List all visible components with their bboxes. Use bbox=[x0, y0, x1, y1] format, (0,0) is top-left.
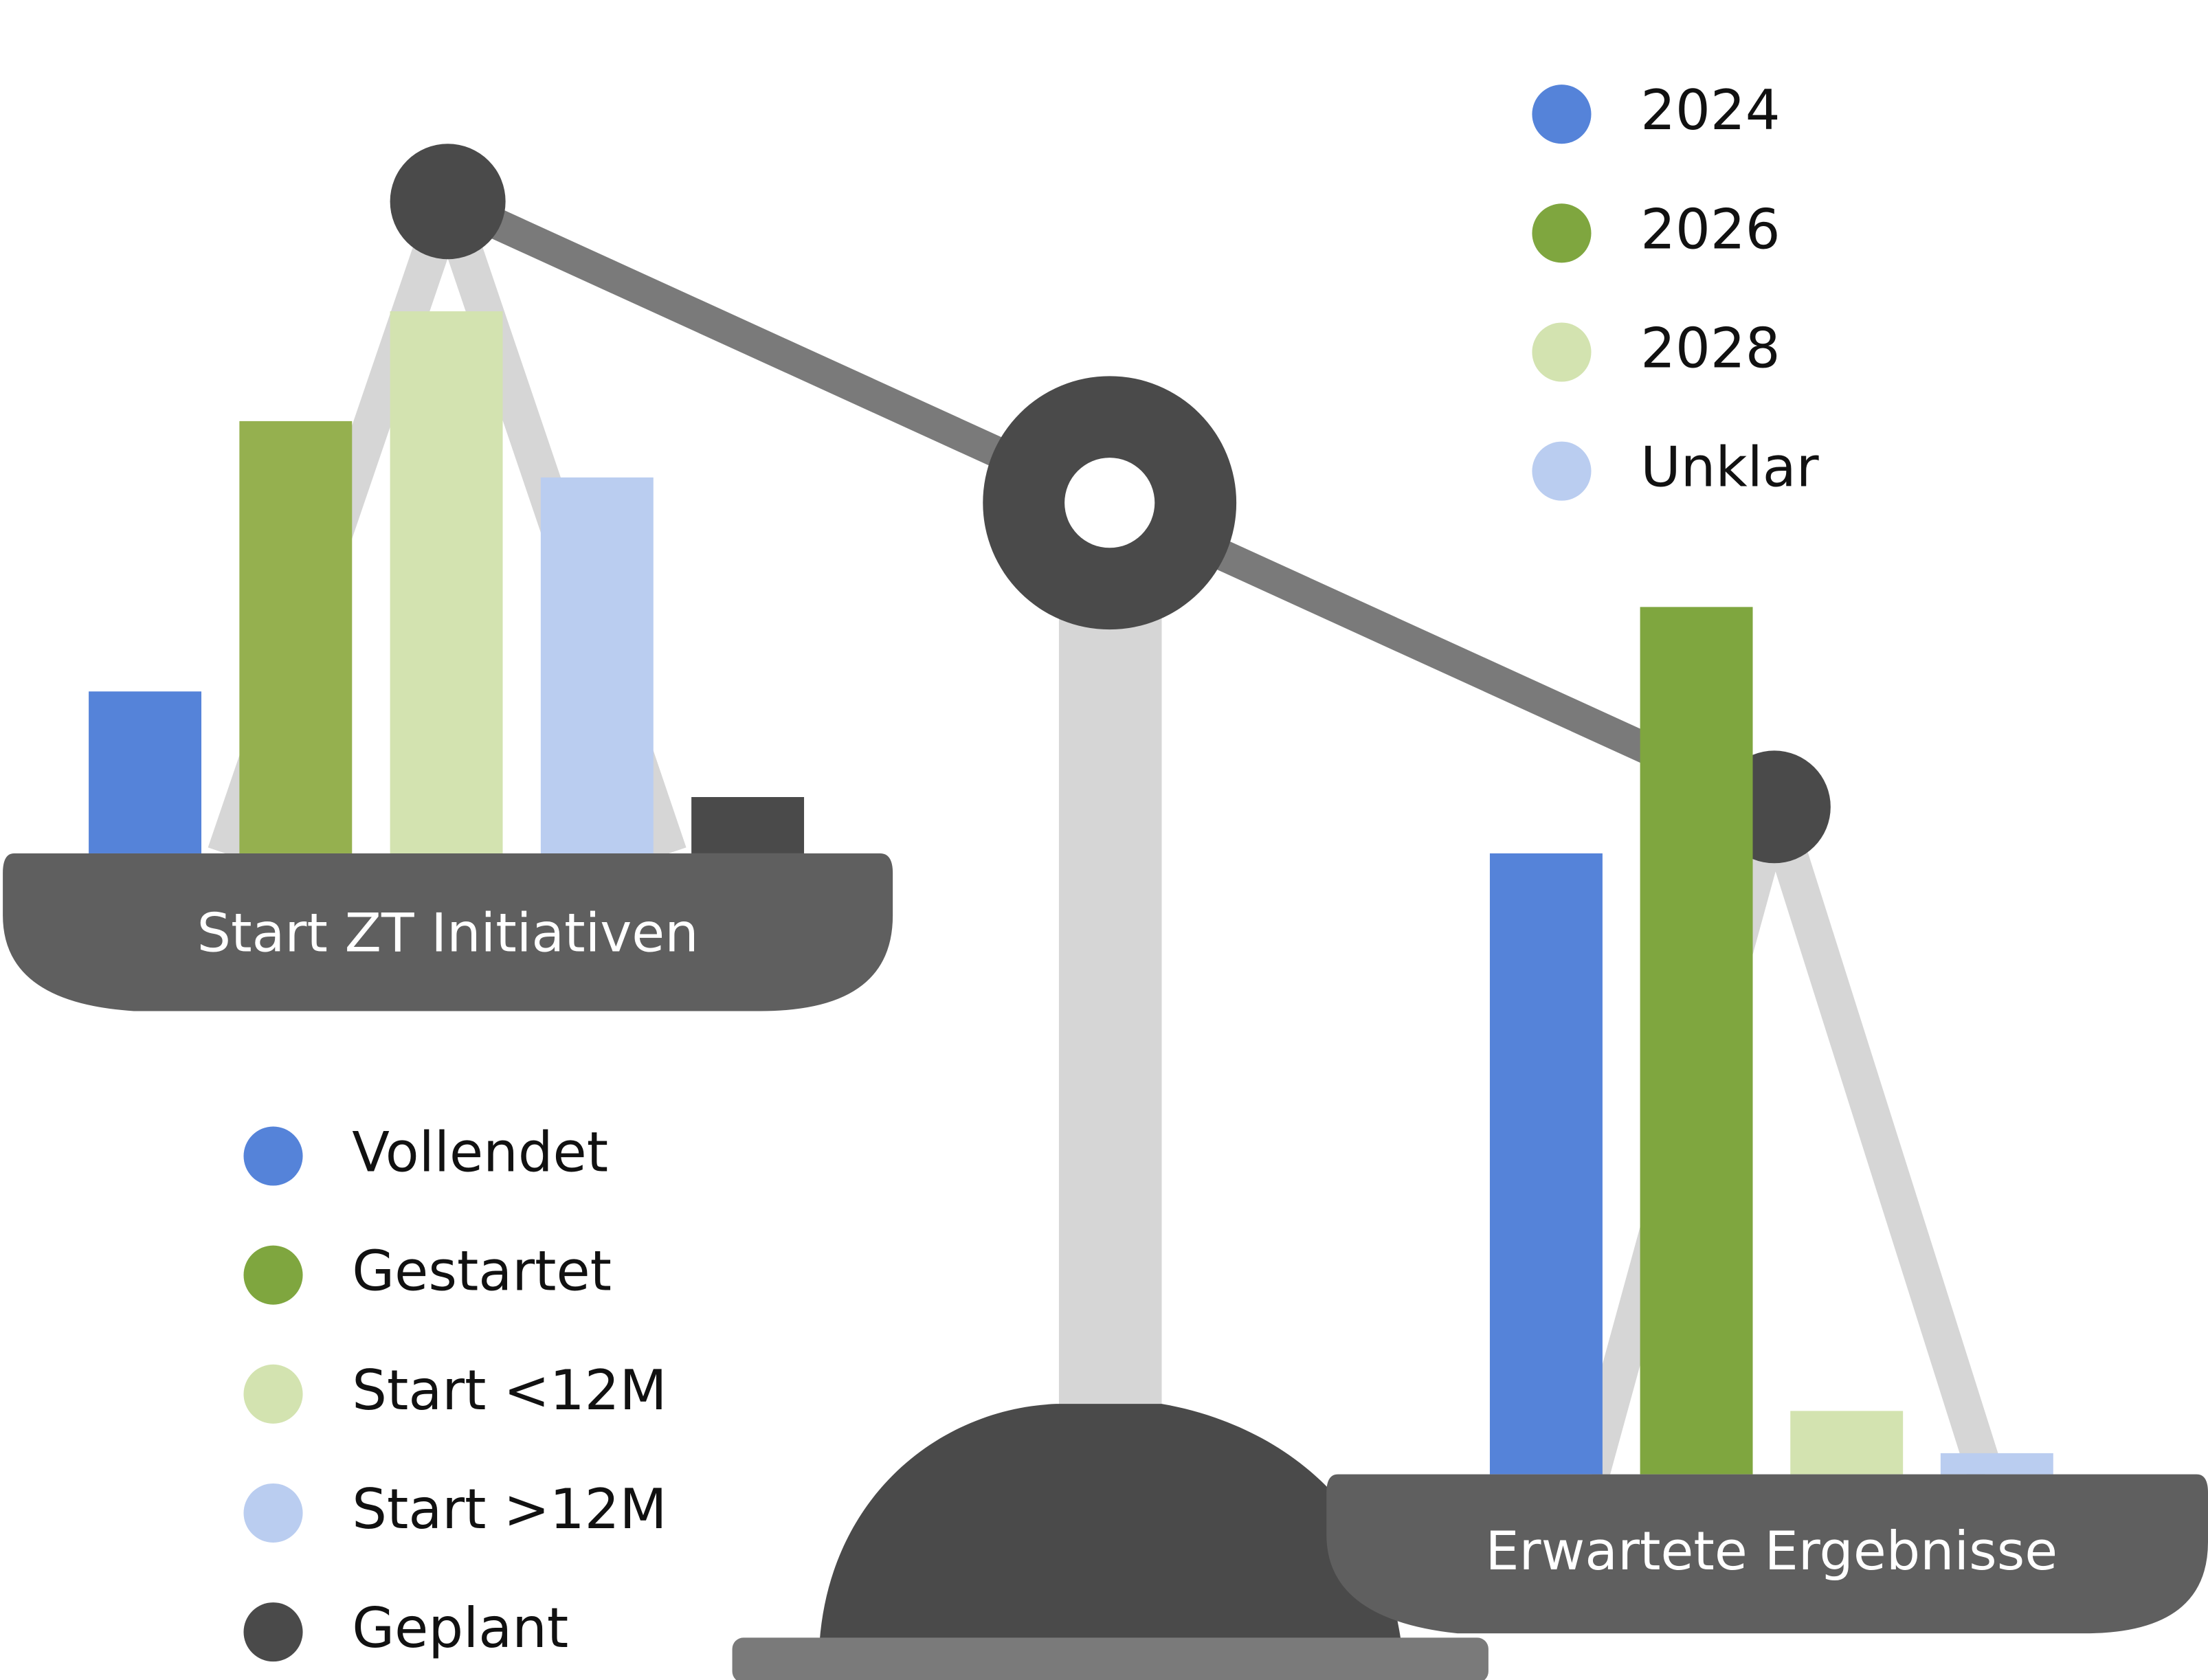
legend-swatch bbox=[243, 1602, 302, 1661]
legend-swatch bbox=[243, 1365, 302, 1424]
bar bbox=[691, 797, 804, 853]
plate bbox=[733, 1637, 1488, 1680]
bar bbox=[1941, 1453, 2053, 1475]
bar bbox=[541, 478, 654, 853]
legend-swatch bbox=[243, 1483, 302, 1543]
legend-label: Geplant bbox=[352, 1596, 568, 1660]
pivot bbox=[390, 144, 506, 259]
legend-swatch bbox=[243, 1126, 302, 1185]
legend-swatch bbox=[243, 1246, 302, 1305]
legend-swatch bbox=[1532, 203, 1591, 262]
legend-label: 2028 bbox=[1640, 316, 1780, 380]
legend-label: 2024 bbox=[1640, 78, 1780, 142]
bar bbox=[89, 691, 201, 853]
legend-label: Start <12M bbox=[352, 1358, 667, 1422]
legend-label: 2026 bbox=[1640, 197, 1780, 261]
legend-swatch bbox=[1532, 442, 1591, 501]
bar bbox=[1490, 853, 1603, 1475]
base bbox=[820, 1404, 1401, 1642]
chart-title: Start ZT Initiativen bbox=[197, 902, 699, 964]
chart-title: Erwartete Ergebnisse bbox=[1485, 1521, 2058, 1582]
legend-label: Gestartet bbox=[352, 1240, 612, 1303]
legend-label: Start >12M bbox=[352, 1477, 667, 1541]
bar bbox=[390, 311, 503, 853]
hub-hole bbox=[1064, 458, 1155, 548]
bar bbox=[1790, 1411, 1903, 1474]
bar bbox=[239, 421, 352, 853]
page: {"chart_data": [ {"type": "bar", "title"… bbox=[0, 0, 2208, 1680]
chart: Start ZT Initiativen Erwartete Ergebniss… bbox=[0, 0, 2208, 1680]
legend-label: Unklar bbox=[1640, 436, 1819, 500]
bar bbox=[1640, 607, 1753, 1474]
legend-swatch bbox=[1532, 322, 1591, 381]
legend-swatch bbox=[1532, 85, 1591, 144]
column bbox=[1059, 605, 1162, 1415]
legend-label: Vollendet bbox=[352, 1120, 608, 1184]
